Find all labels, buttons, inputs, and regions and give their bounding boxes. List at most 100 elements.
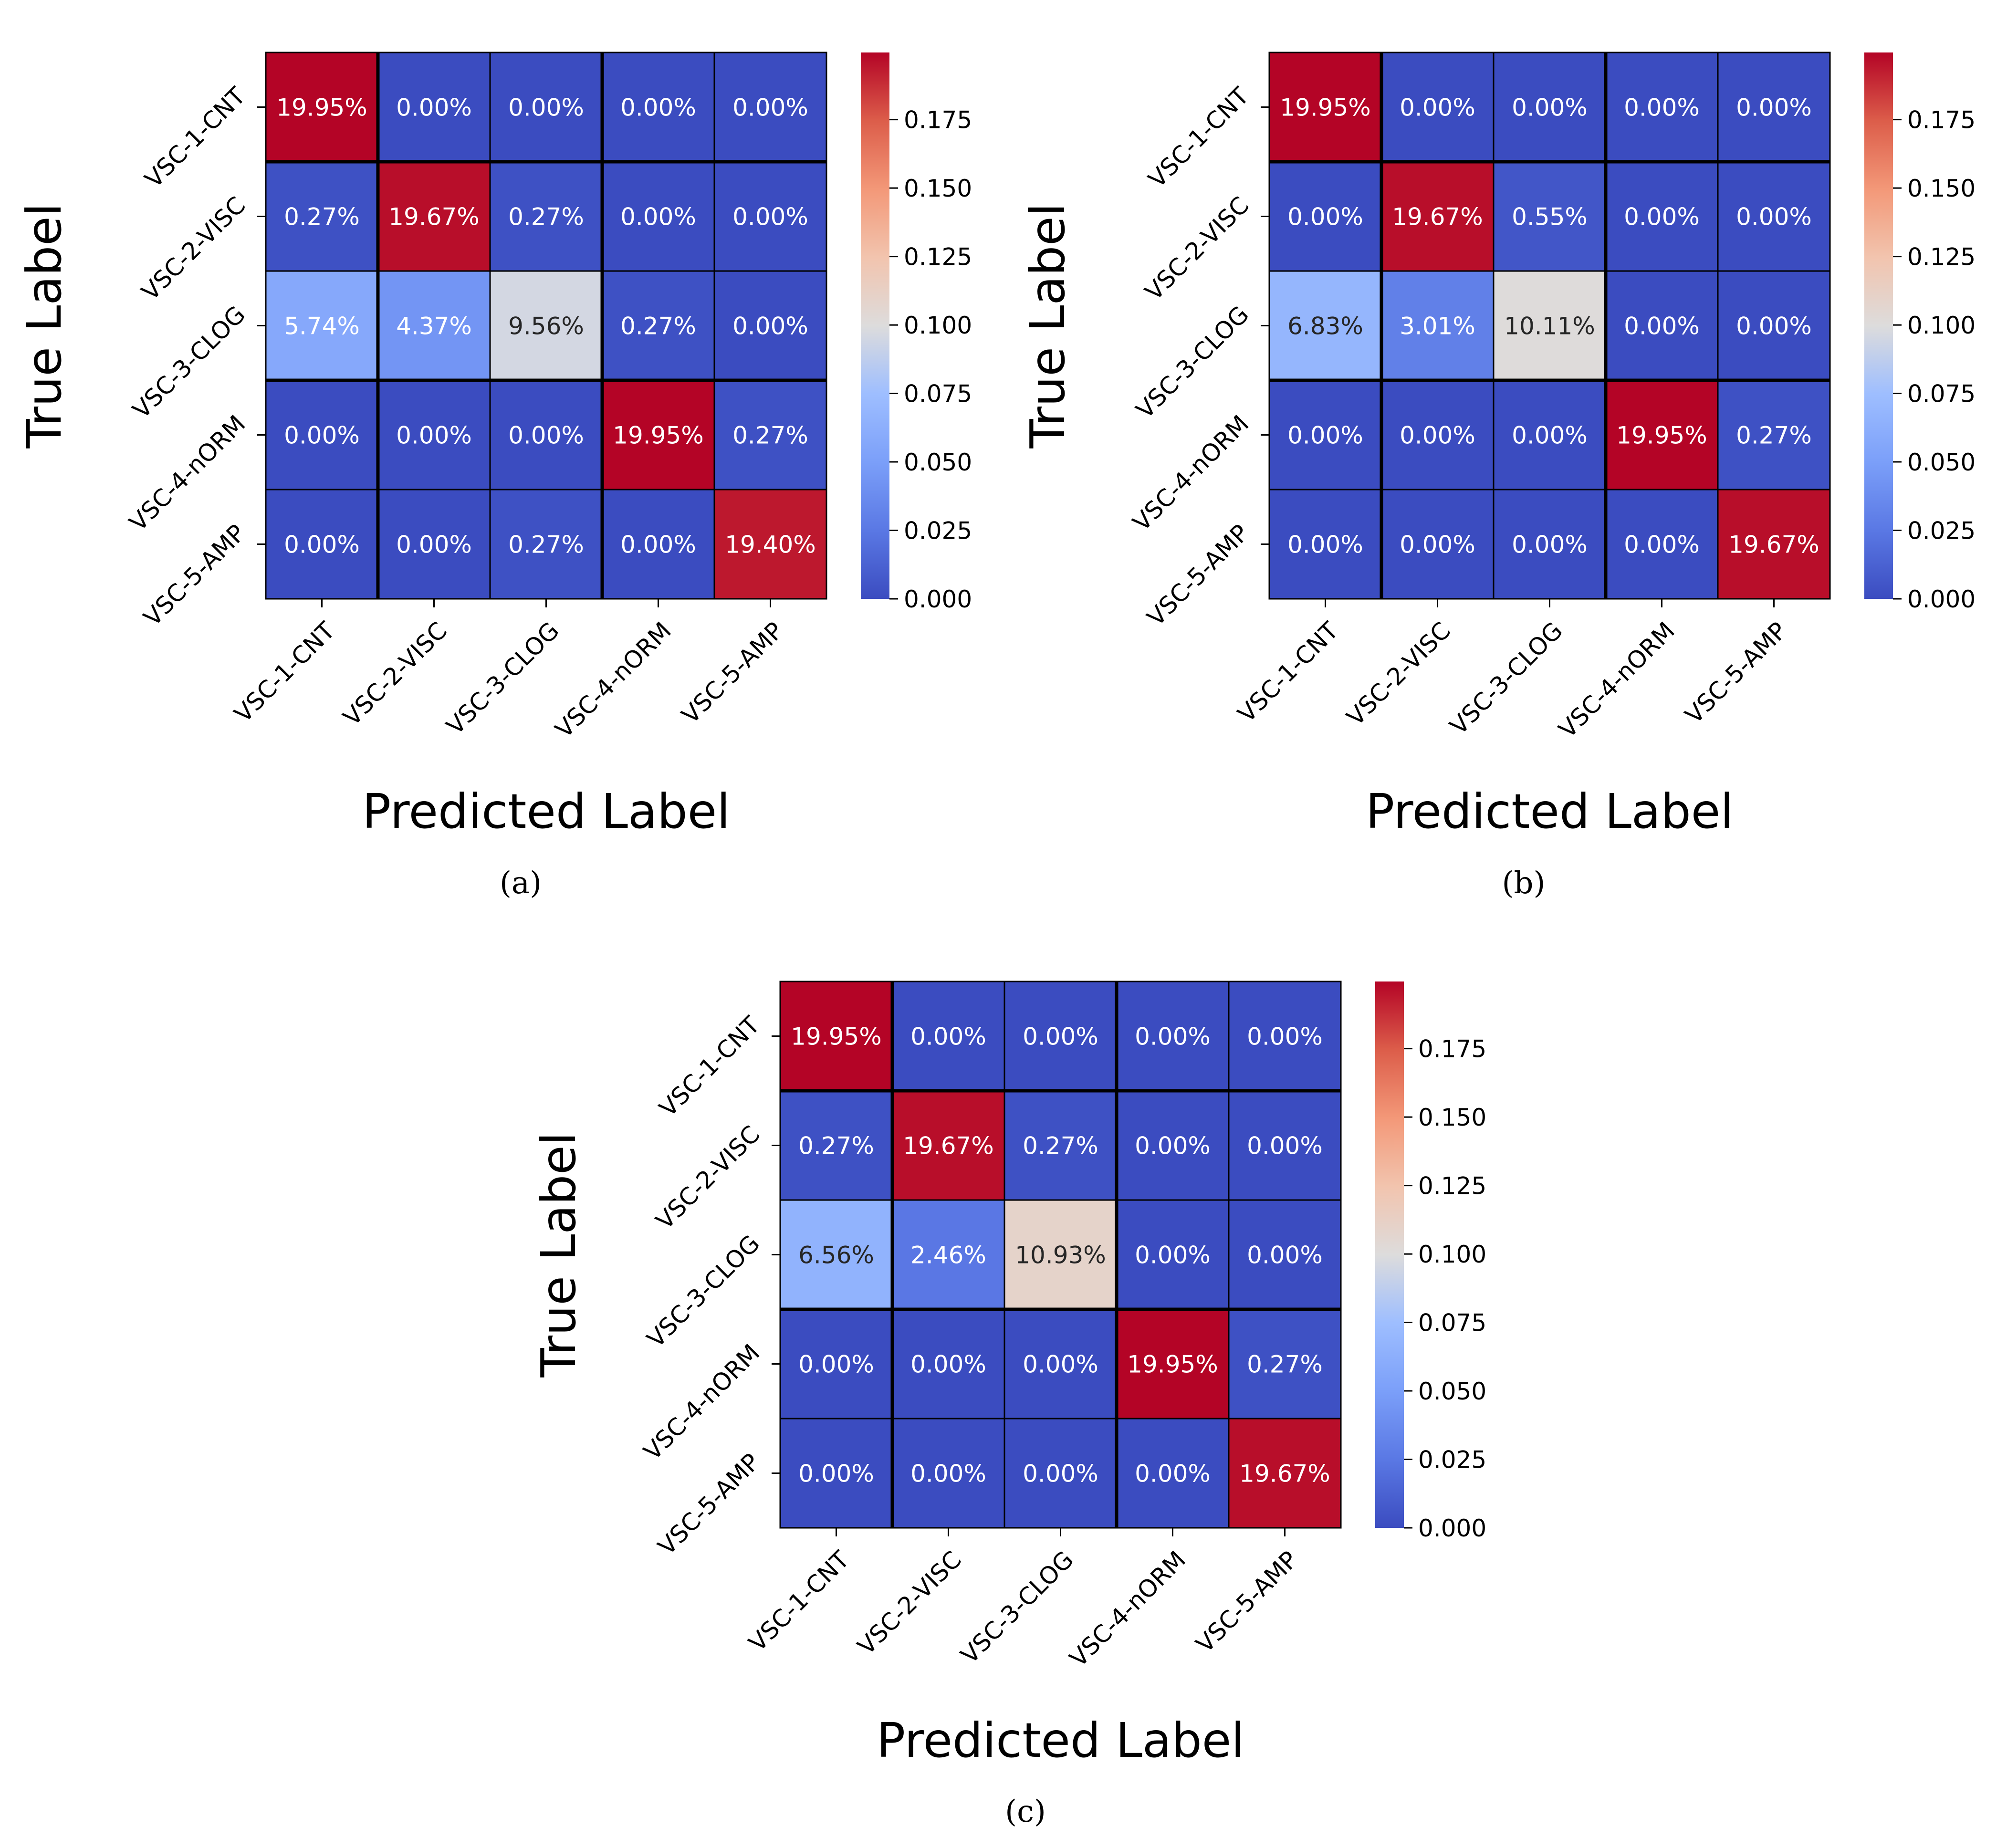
x-tick-label: VSC-5-AMP <box>1680 616 1792 729</box>
heatmap-cell <box>1717 52 1831 163</box>
cell-value-label: 0.00% <box>732 313 808 340</box>
heatmap-cell <box>377 52 491 163</box>
cell-value-label: 0.00% <box>396 531 472 559</box>
cell-value-label: 0.00% <box>910 1023 986 1051</box>
cell-value-label: 0.27% <box>1023 1132 1098 1160</box>
heatmap-panel-c: 19.95% 0.00% 0.00% 0.00% 0.00% 0.27% 19.67% 0.2… <box>531 981 1486 1829</box>
y-tick-label: VSC-3-CLOG <box>127 301 251 424</box>
y-tick-label: VSC-3-CLOG <box>1131 301 1254 424</box>
cell-value-label: 5.74% <box>284 313 360 340</box>
cell-value-label: 0.27% <box>508 203 584 231</box>
colorbar-tick-label: 0.025 <box>1418 1446 1486 1474</box>
colorbar-tick-label: 0.150 <box>1907 175 1976 202</box>
heatmap-cell <box>1228 1418 1342 1529</box>
y-tick-label: VSC-2-VISC <box>1139 191 1254 306</box>
y-tick-label: VSC-4-nORM <box>124 410 251 537</box>
heatmap-cell <box>713 489 827 600</box>
colorbar-tick-label: 0.150 <box>1418 1104 1486 1131</box>
heatmap-cell <box>1493 489 1607 600</box>
heatmap-cell <box>713 161 827 272</box>
cell-value-label: 0.00% <box>1512 422 1588 449</box>
heatmap-cell <box>601 270 715 381</box>
colorbar-tick-label: 0.175 <box>904 106 972 134</box>
cell-value-label: 0.00% <box>732 94 808 122</box>
x-axis-label: Predicted Label <box>1366 783 1734 839</box>
heatmap-cell <box>1605 379 1719 491</box>
cell-value-label: 0.00% <box>1247 1023 1323 1051</box>
colorbar-tick-label: 0.075 <box>904 380 972 408</box>
cell-value-label: 0.00% <box>1247 1132 1323 1160</box>
y-axis-label: True Label <box>531 1132 586 1378</box>
y-tick-label: VSC-5-AMP <box>138 519 251 632</box>
y-axis-label: True Label <box>16 203 72 449</box>
x-tick-label: VSC-4-nORM <box>1553 616 1680 743</box>
heatmap-cell <box>779 981 893 1092</box>
cell-value-label: 0.00% <box>910 1351 986 1378</box>
heatmap-cell <box>377 270 491 381</box>
heatmap-cell <box>891 1090 1005 1201</box>
heatmap-cell <box>265 489 379 600</box>
heatmap-cell <box>713 52 827 163</box>
x-tick-label: VSC-3-CLOG <box>1444 616 1568 740</box>
colorbar-tick-label: 0.175 <box>1418 1035 1486 1063</box>
heatmap-cell <box>1493 379 1607 491</box>
colorbar-tick-label: 0.100 <box>904 312 972 339</box>
colorbar <box>1375 981 1404 1528</box>
cell-value-label: 0.27% <box>508 531 584 559</box>
cell-value-label: 19.67% <box>903 1132 994 1160</box>
y-tick-label: VSC-1-CNT <box>139 82 251 193</box>
cell-value-label: 19.95% <box>276 94 367 122</box>
colorbar-tick-label: 0.125 <box>1418 1172 1486 1200</box>
y-tick-label: VSC-5-AMP <box>653 1448 765 1561</box>
x-tick-label: VSC-2-VISC <box>338 616 452 731</box>
y-tick-label: VSC-2-VISC <box>136 191 251 306</box>
heatmap-cell <box>1004 1090 1118 1201</box>
colorbar-tick-label: 0.050 <box>1907 449 1976 476</box>
colorbar <box>1864 52 1893 599</box>
cell-value-label: 0.00% <box>1023 1351 1098 1378</box>
y-tick-label: VSC-4-nORM <box>1128 410 1254 537</box>
heatmap-cell <box>713 379 827 491</box>
cell-value-label: 0.00% <box>798 1351 874 1378</box>
heatmap-cell <box>601 379 715 491</box>
cell-value-label: 0.00% <box>1736 203 1812 231</box>
heatmap-cell <box>489 161 603 272</box>
cell-value-label: 0.00% <box>1135 1023 1211 1051</box>
cell-value-label: 0.00% <box>1624 94 1700 122</box>
cell-value-label: 0.00% <box>620 203 696 231</box>
cell-value-label: 0.00% <box>1287 422 1363 449</box>
x-tick-label: VSC-5-AMP <box>676 616 789 729</box>
heatmap-cell <box>779 1418 893 1529</box>
cell-value-label: 0.00% <box>1400 531 1475 559</box>
cell-value-label: 0.55% <box>1512 203 1588 231</box>
colorbar-tick-label: 0.000 <box>1418 1514 1486 1542</box>
cell-value-label: 0.00% <box>1023 1023 1098 1051</box>
cell-value-label: 0.27% <box>1736 422 1812 449</box>
cell-value-label: 0.00% <box>1400 94 1475 122</box>
y-tick-label: VSC-2-VISC <box>650 1120 765 1235</box>
cell-value-label: 0.00% <box>620 531 696 559</box>
x-tick-label: VSC-4-nORM <box>550 616 677 743</box>
x-tick-label: VSC-3-CLOG <box>955 1545 1079 1669</box>
heatmap-cell <box>1004 1199 1118 1310</box>
cell-value-label: 0.00% <box>1512 94 1588 122</box>
cell-value-label: 19.67% <box>1239 1460 1330 1488</box>
cell-value-label: 0.00% <box>798 1460 874 1488</box>
cell-value-label: 0.00% <box>1736 94 1812 122</box>
cell-value-label: 0.00% <box>508 94 584 122</box>
cell-value-label: 19.67% <box>1392 203 1483 231</box>
heatmap-panel-a: 19.95% 0.00% 0.00% 0.00% 0.00% 0.27% 19.67% 0.2… <box>16 52 972 901</box>
heatmap-cell <box>1380 379 1495 491</box>
cell-value-label: 0.00% <box>1400 422 1475 449</box>
colorbar-tick-label: 0.025 <box>1907 517 1976 545</box>
cell-value-label: 0.00% <box>1624 203 1700 231</box>
colorbar <box>861 52 889 599</box>
x-tick-label: VSC-1-CNT <box>1233 616 1344 728</box>
cell-value-label: 9.56% <box>508 313 584 340</box>
heatmap-cell <box>1004 1418 1118 1529</box>
colorbar-tick-label: 0.075 <box>1907 380 1976 408</box>
cell-value-label: 6.83% <box>1287 313 1363 340</box>
heatmap-cell <box>1116 1199 1230 1310</box>
heatmap-panel-b: 19.95% 0.00% 0.00% 0.00% 0.00% 0.00% 19.67% 0.5… <box>1020 52 1976 901</box>
